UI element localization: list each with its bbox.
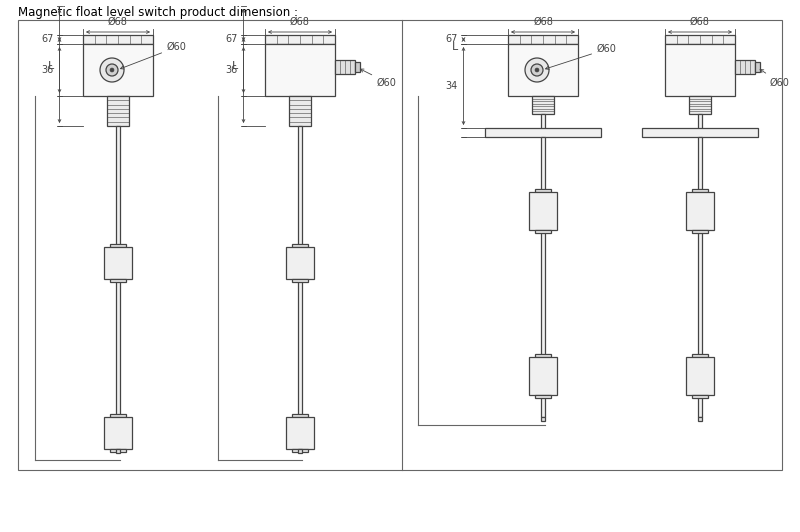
Bar xyxy=(535,189,551,192)
Bar xyxy=(110,414,126,417)
Bar xyxy=(104,247,132,279)
Bar xyxy=(292,414,308,417)
Text: Magnetic float level switch product dimension :: Magnetic float level switch product dime… xyxy=(18,6,298,19)
Bar xyxy=(692,354,708,357)
Bar xyxy=(532,96,554,114)
Bar xyxy=(286,417,314,449)
Bar xyxy=(18,20,782,470)
Bar xyxy=(686,192,714,230)
Bar xyxy=(116,126,120,449)
Text: 67: 67 xyxy=(226,35,238,45)
Bar xyxy=(485,128,601,137)
Text: Ø68: Ø68 xyxy=(108,17,128,27)
Bar xyxy=(110,244,126,247)
Circle shape xyxy=(106,64,118,76)
Bar xyxy=(686,357,714,395)
Text: Ø60: Ø60 xyxy=(760,70,790,87)
Bar xyxy=(110,449,126,452)
Bar xyxy=(286,247,314,279)
Bar xyxy=(642,128,758,137)
Bar xyxy=(535,395,551,398)
Bar xyxy=(755,62,760,72)
Bar xyxy=(689,96,711,114)
Bar xyxy=(665,35,735,44)
Bar xyxy=(335,61,355,74)
Bar xyxy=(535,354,551,357)
Text: 36: 36 xyxy=(42,65,54,75)
Text: Ø60: Ø60 xyxy=(121,42,187,69)
Bar xyxy=(541,137,545,417)
Bar xyxy=(104,417,132,449)
Bar xyxy=(292,279,308,282)
Bar xyxy=(692,230,708,233)
Bar xyxy=(698,417,702,421)
Bar xyxy=(265,44,335,96)
Text: Ø68: Ø68 xyxy=(690,17,710,27)
Bar xyxy=(735,61,755,74)
Text: 67: 67 xyxy=(446,35,458,45)
Bar xyxy=(541,114,545,137)
Bar xyxy=(292,244,308,247)
Text: 36: 36 xyxy=(226,65,238,75)
Text: Ø60: Ø60 xyxy=(546,44,617,69)
Bar xyxy=(541,417,545,421)
Text: 67: 67 xyxy=(42,35,54,45)
Text: Ø60: Ø60 xyxy=(360,69,397,87)
Bar xyxy=(698,114,702,137)
Bar xyxy=(265,35,335,44)
Bar xyxy=(692,189,708,192)
Bar xyxy=(298,449,302,453)
Text: L: L xyxy=(452,42,458,52)
Bar xyxy=(508,35,578,44)
Bar xyxy=(110,279,126,282)
Text: L: L xyxy=(48,61,54,71)
Bar xyxy=(107,96,129,126)
Bar xyxy=(298,126,302,449)
Bar xyxy=(292,449,308,452)
Circle shape xyxy=(525,58,549,82)
Bar xyxy=(355,62,360,72)
Bar xyxy=(529,192,557,230)
Text: Ø68: Ø68 xyxy=(533,17,553,27)
Text: 34: 34 xyxy=(446,81,458,91)
Bar xyxy=(692,395,708,398)
Bar xyxy=(83,35,153,44)
Bar xyxy=(665,44,735,96)
Bar xyxy=(116,449,120,453)
Circle shape xyxy=(535,68,539,72)
Text: L: L xyxy=(232,61,238,71)
Bar xyxy=(289,96,311,126)
Circle shape xyxy=(531,64,543,76)
Bar xyxy=(529,357,557,395)
Bar xyxy=(698,137,702,417)
Bar xyxy=(83,44,153,96)
Circle shape xyxy=(100,58,124,82)
Bar xyxy=(535,230,551,233)
Circle shape xyxy=(110,68,114,72)
Bar xyxy=(508,44,578,96)
Text: Ø68: Ø68 xyxy=(290,17,310,27)
